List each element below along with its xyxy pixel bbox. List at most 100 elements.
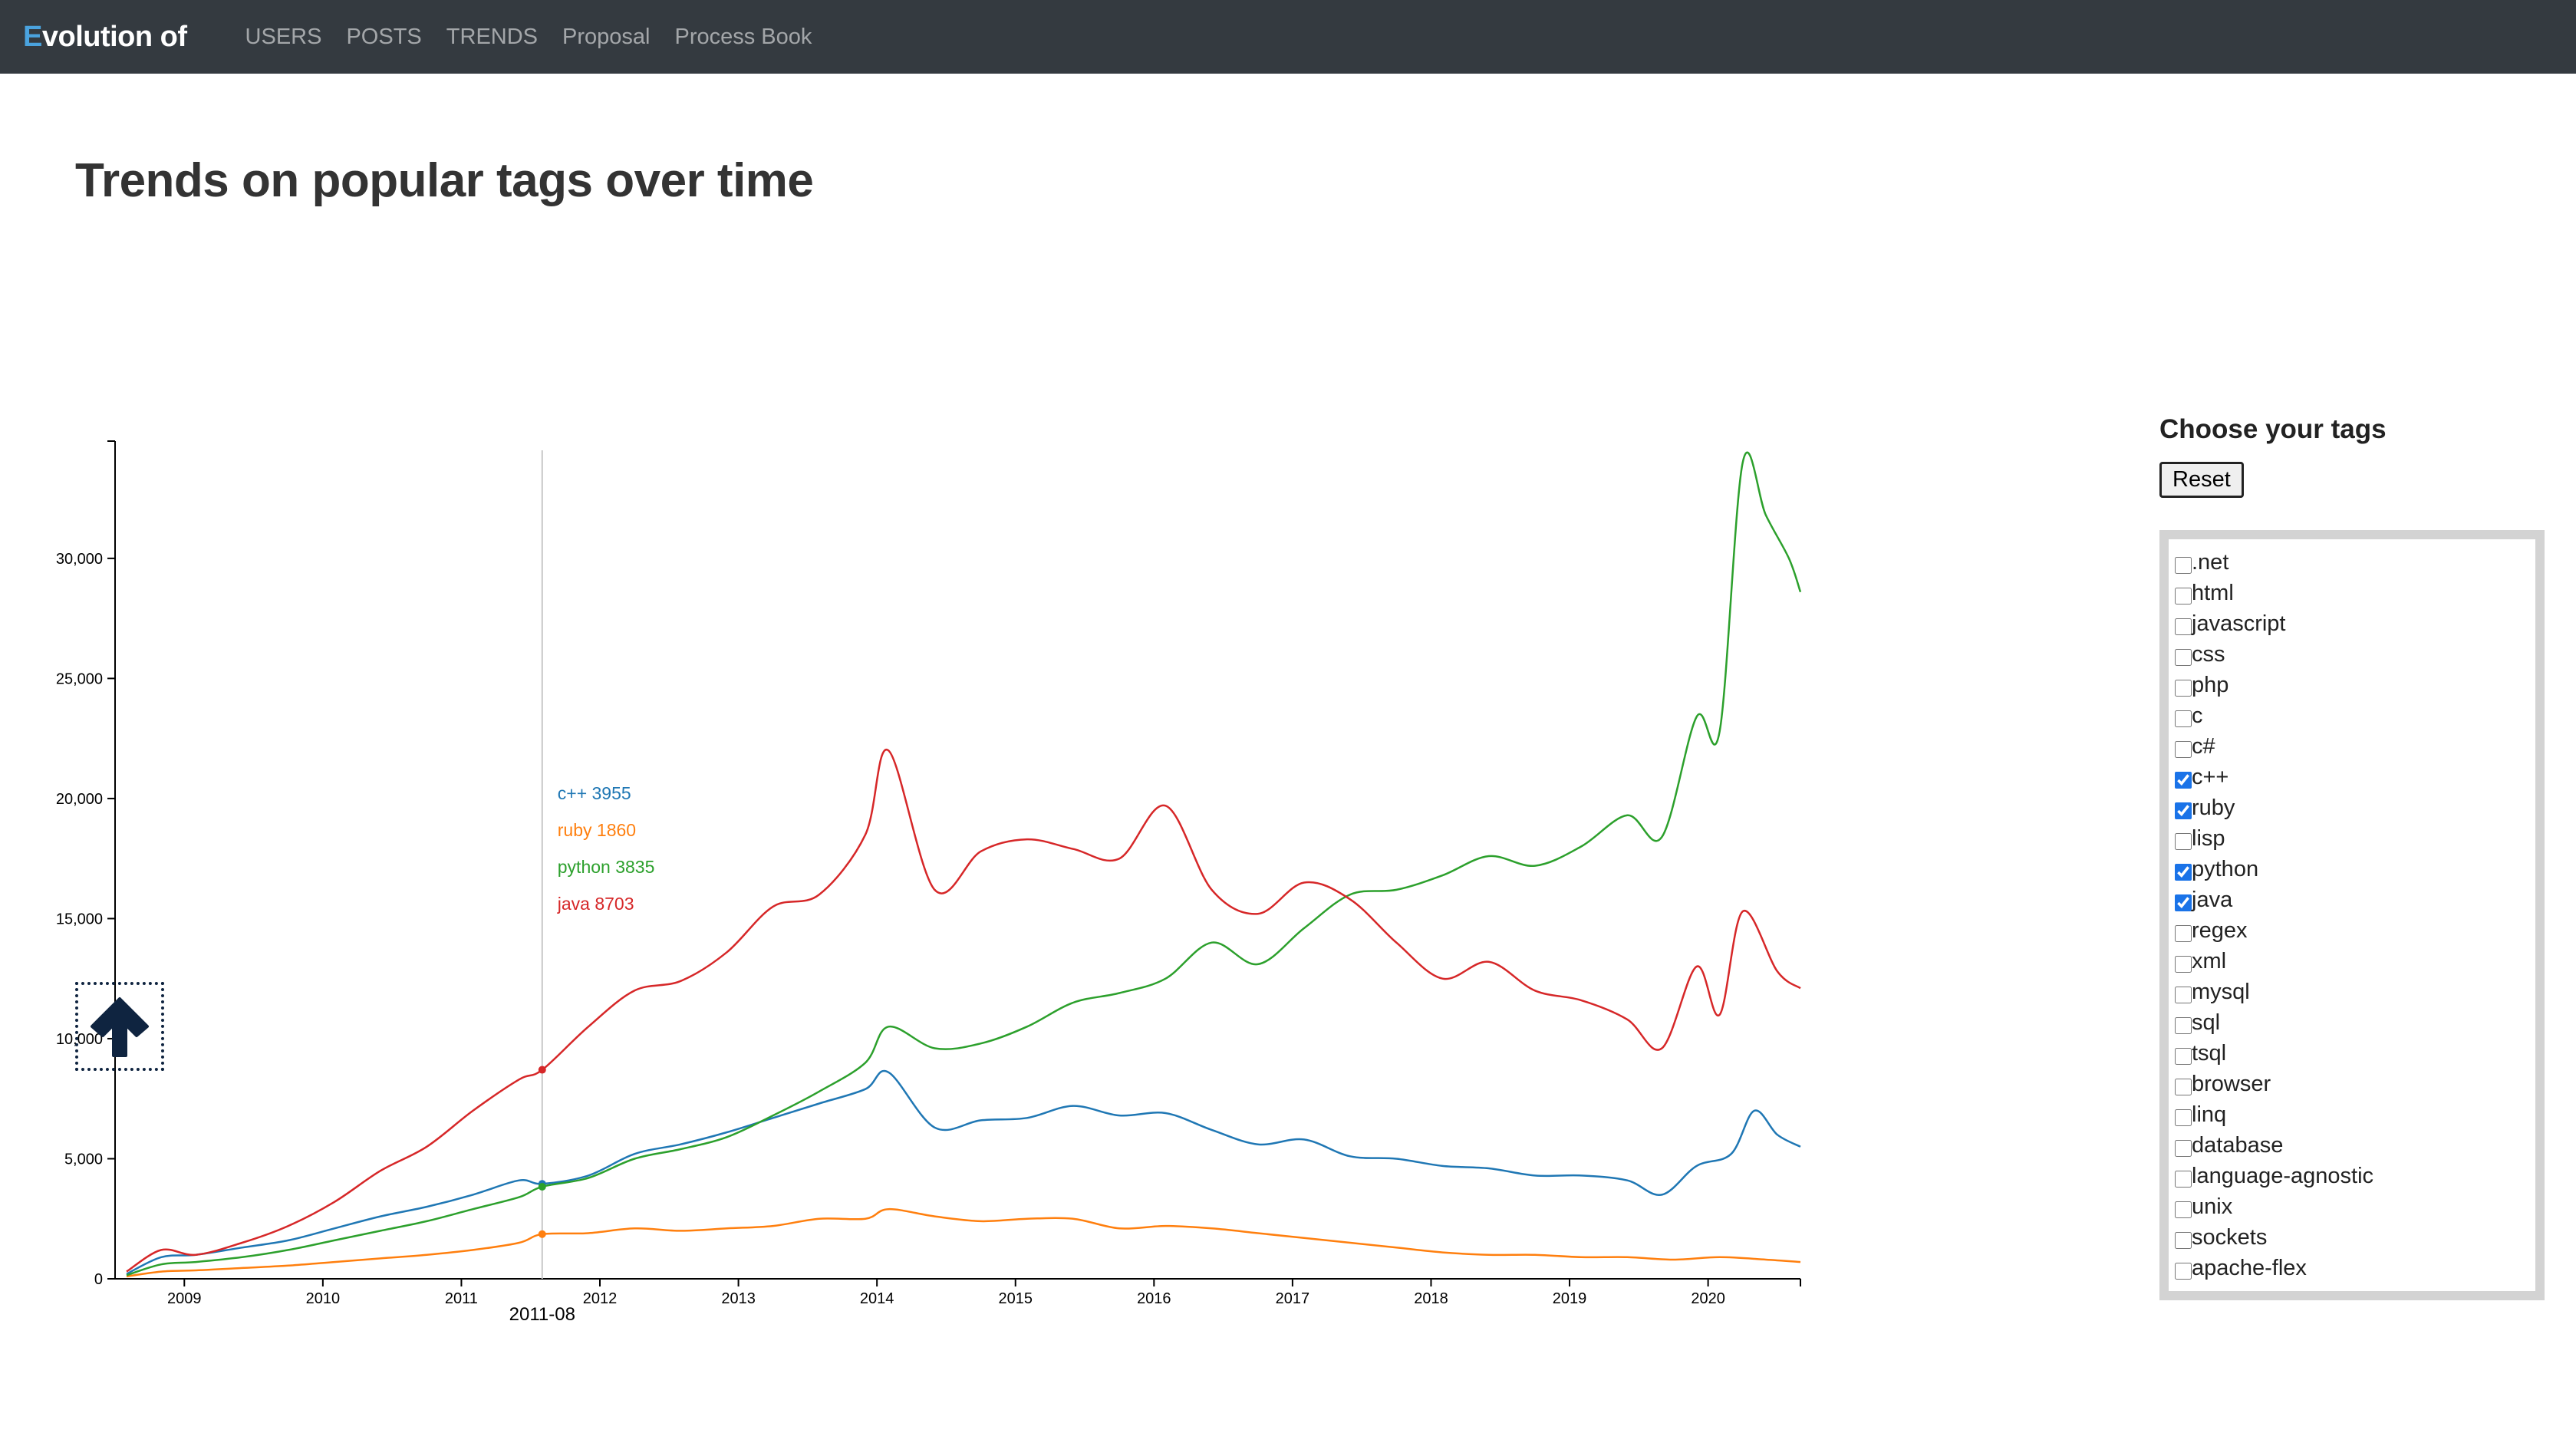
tag-checkbox[interactable] xyxy=(2175,1140,2192,1157)
tag-option[interactable]: javascript xyxy=(2172,608,2529,639)
hover-value-label: python 3835 xyxy=(558,857,655,877)
tag-option[interactable]: .net xyxy=(2172,547,2529,578)
tag-checkbox[interactable] xyxy=(2175,1109,2192,1126)
tag-option[interactable]: browser xyxy=(2172,1069,2529,1099)
tag-label: lisp xyxy=(2192,825,2225,851)
tag-option[interactable]: java xyxy=(2172,885,2529,915)
tag-checkbox[interactable] xyxy=(2175,710,2192,727)
tag-option[interactable]: sql xyxy=(2172,1007,2529,1038)
tag-checkbox[interactable] xyxy=(2175,772,2192,789)
tag-checkbox[interactable] xyxy=(2175,956,2192,973)
tag-label: mysql xyxy=(2192,979,2250,1004)
brand-logo[interactable]: Evolution of xyxy=(23,21,187,54)
tag-checkbox[interactable] xyxy=(2175,741,2192,758)
tag-option[interactable]: mysql xyxy=(2172,977,2529,1007)
tag-option[interactable]: xml xyxy=(2172,946,2529,977)
tag-option[interactable]: c# xyxy=(2172,731,2529,762)
tag-checkbox[interactable] xyxy=(2175,680,2192,697)
scroll-to-top-button[interactable] xyxy=(75,982,164,1071)
tag-label: apache-flex xyxy=(2192,1255,2307,1280)
tag-option[interactable]: apache-flex xyxy=(2172,1253,2529,1283)
tag-label: sql xyxy=(2192,1010,2221,1035)
tag-label: html xyxy=(2192,580,2234,605)
tag-option[interactable]: python xyxy=(2172,854,2529,885)
y-tick-label: 10,000 xyxy=(56,1031,103,1048)
tag-label: unix xyxy=(2192,1194,2233,1219)
tag-option[interactable]: html xyxy=(2172,578,2529,608)
tag-checkbox[interactable] xyxy=(2175,588,2192,604)
y-tick-label: 20,000 xyxy=(56,791,103,808)
tag-selector-title: Choose your tags xyxy=(2159,414,2387,444)
tag-checkbox[interactable] xyxy=(2175,1017,2192,1034)
tag-option[interactable]: linq xyxy=(2172,1099,2529,1130)
tag-option[interactable]: ruby xyxy=(2172,792,2529,823)
hover-value-label: ruby 1860 xyxy=(558,820,636,840)
series-line-java xyxy=(126,749,1801,1273)
tag-label: tsql xyxy=(2192,1040,2227,1066)
y-axis: 0 5,000 10,000 15,000 20,000 25,000 30,000 xyxy=(56,440,116,1288)
tag-label: python xyxy=(2192,856,2259,881)
hover-layer: 2011-08 c++ 3955 ruby 1860 python 3835 java … xyxy=(509,450,655,1325)
tag-option[interactable]: language-agnostic xyxy=(2172,1161,2529,1191)
tag-label: php xyxy=(2192,672,2229,697)
y-tick-label: 15,000 xyxy=(56,911,103,927)
tag-checkbox[interactable] xyxy=(2175,833,2192,850)
tag-checkbox[interactable] xyxy=(2175,802,2192,819)
tag-option[interactable]: lisp xyxy=(2172,823,2529,854)
tag-label: css xyxy=(2192,641,2225,667)
tag-checkbox[interactable] xyxy=(2175,1171,2192,1188)
hover-dot xyxy=(538,1230,546,1238)
tag-option[interactable]: tsql xyxy=(2172,1038,2529,1069)
x-tick-label: 2017 xyxy=(1276,1290,1310,1307)
tag-label: xml xyxy=(2192,948,2227,973)
tag-option[interactable]: sockets xyxy=(2172,1222,2529,1253)
x-tick-label: 2012 xyxy=(583,1290,618,1307)
series-layer xyxy=(126,451,1802,1278)
trends-line-chart[interactable]: 0 5,000 10,000 15,000 20,000 25,000 30,000 200… xyxy=(0,430,1841,1350)
x-tick-label: 2009 xyxy=(167,1290,202,1307)
tag-label: .net xyxy=(2192,549,2229,575)
y-tick-label: 0 xyxy=(94,1271,103,1288)
nav-item-trends[interactable]: TRENDS xyxy=(446,24,539,49)
nav-items: USERS POSTS TRENDS Proposal Process Book xyxy=(245,25,837,50)
tag-checkbox[interactable] xyxy=(2175,618,2192,635)
nav-item-users[interactable]: USERS xyxy=(245,24,322,49)
hover-value-label: c++ 3955 xyxy=(558,783,631,803)
tag-checkbox[interactable] xyxy=(2175,864,2192,881)
tag-label: browser xyxy=(2192,1071,2271,1096)
nav-item-proposal[interactable]: Proposal xyxy=(562,24,651,49)
tag-checkbox[interactable] xyxy=(2175,987,2192,1003)
x-tick-label: 2015 xyxy=(998,1290,1033,1307)
series-line-ruby xyxy=(126,1207,1801,1278)
y-tick-label: 30,000 xyxy=(56,551,103,568)
tag-label: sockets xyxy=(2192,1224,2268,1250)
brand-text: volution of xyxy=(41,20,187,53)
x-tick-label: 2016 xyxy=(1137,1290,1171,1307)
nav-item-process-book[interactable]: Process Book xyxy=(674,24,812,49)
tag-option[interactable]: regex xyxy=(2172,915,2529,946)
tag-checkbox[interactable] xyxy=(2175,1079,2192,1095)
tag-option[interactable]: css xyxy=(2172,639,2529,670)
tag-checkbox[interactable] xyxy=(2175,1048,2192,1065)
tag-label: c++ xyxy=(2192,764,2229,789)
tag-checkbox[interactable] xyxy=(2175,1232,2192,1249)
tag-checkbox[interactable] xyxy=(2175,1263,2192,1280)
tag-checkbox[interactable] xyxy=(2175,894,2192,911)
tag-checkbox[interactable] xyxy=(2175,1201,2192,1218)
x-tick-label: 2019 xyxy=(1553,1290,1587,1307)
tag-checkbox[interactable] xyxy=(2175,649,2192,666)
tag-label: java xyxy=(2192,887,2233,912)
tag-checkbox[interactable] xyxy=(2175,557,2192,574)
tag-option[interactable]: unix xyxy=(2172,1191,2529,1222)
hover-date-label: 2011-08 xyxy=(509,1304,575,1325)
tag-option[interactable]: database xyxy=(2172,1130,2529,1161)
reset-button[interactable]: Reset xyxy=(2159,462,2244,498)
brand-first-letter: E xyxy=(23,20,42,53)
tag-option[interactable]: php xyxy=(2172,670,2529,700)
tag-checkbox[interactable] xyxy=(2175,925,2192,942)
tag-option[interactable]: c xyxy=(2172,700,2529,731)
nav-item-posts[interactable]: POSTS xyxy=(346,24,422,49)
tag-option[interactable]: c++ xyxy=(2172,762,2529,792)
tag-label: c# xyxy=(2192,733,2215,759)
x-tick-label: 2011 xyxy=(445,1290,478,1307)
